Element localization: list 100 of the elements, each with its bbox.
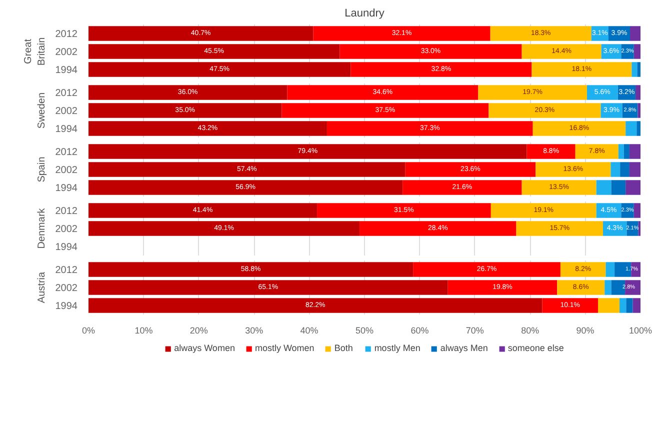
bar xyxy=(626,298,633,313)
bar xyxy=(604,280,612,295)
bar xyxy=(88,203,318,218)
x-tick-label: 20% xyxy=(190,326,208,336)
bar xyxy=(88,280,448,295)
legend-label: mostly Men xyxy=(374,343,420,353)
bar xyxy=(606,262,615,277)
y-tick-label: 1994 xyxy=(55,183,78,194)
x-tick-label: 90% xyxy=(576,326,594,336)
x-tick-label: 70% xyxy=(466,326,484,336)
bar xyxy=(360,221,516,236)
y-tick-label: 2012 xyxy=(55,88,78,99)
bar xyxy=(632,62,638,77)
y-axis-title: Austria xyxy=(36,272,48,304)
legend-label: always Women xyxy=(174,343,235,353)
x-tick-label: 60% xyxy=(410,326,429,336)
bar xyxy=(532,121,626,136)
bar xyxy=(490,26,592,41)
bar xyxy=(88,103,282,118)
y-tick-label: 2002 xyxy=(55,106,78,117)
bar xyxy=(88,121,327,136)
legend-label: always Men xyxy=(440,343,488,353)
bar xyxy=(402,180,522,195)
bar xyxy=(620,298,626,313)
bar xyxy=(634,44,640,59)
bar xyxy=(478,85,587,100)
x-tick-label: 0% xyxy=(82,326,96,336)
y-axis-title: Denmark xyxy=(36,207,48,249)
legend-label: mostly Women xyxy=(254,343,314,353)
bar xyxy=(636,121,640,136)
bar xyxy=(542,298,598,313)
y-axis-title: Sweden xyxy=(36,92,48,129)
x-tick-label: 10% xyxy=(134,326,153,336)
bar xyxy=(629,162,640,177)
bar xyxy=(557,280,605,295)
bar xyxy=(88,26,314,41)
bar xyxy=(596,180,612,195)
bar xyxy=(88,262,414,277)
bar xyxy=(630,26,640,41)
bar xyxy=(326,121,533,136)
bar xyxy=(405,162,536,177)
bar xyxy=(560,262,606,277)
bar xyxy=(282,103,489,118)
y-tick-label: 2002 xyxy=(55,165,78,176)
bar xyxy=(88,162,406,177)
bar xyxy=(586,85,618,100)
y-tick-label: 1994 xyxy=(55,301,78,312)
bar xyxy=(620,162,630,177)
bar xyxy=(629,144,640,159)
bar xyxy=(88,85,288,100)
x-tick-label: 50% xyxy=(355,326,374,336)
bar xyxy=(350,62,532,77)
y-tick-label: 2002 xyxy=(55,47,78,58)
bar xyxy=(516,221,603,236)
x-tick-label: 30% xyxy=(245,326,264,336)
y-tick-label: 2012 xyxy=(55,206,78,217)
y-axis-title: Spain xyxy=(36,156,48,182)
bar xyxy=(413,262,560,277)
y-tick-label: 1994 xyxy=(55,124,78,135)
bar xyxy=(575,144,618,159)
bar xyxy=(632,298,640,313)
bar xyxy=(88,44,340,59)
bar xyxy=(88,298,542,313)
bar xyxy=(618,144,624,159)
bar xyxy=(88,221,360,236)
y-tick-label: 2002 xyxy=(55,283,78,294)
y-tick-label: 2012 xyxy=(55,29,78,40)
bar xyxy=(610,162,620,177)
bar xyxy=(532,62,632,77)
bar xyxy=(598,298,620,313)
bar xyxy=(611,180,626,195)
chart-title: Laundry xyxy=(344,8,385,20)
bar xyxy=(626,121,637,136)
legend-label: someone else xyxy=(508,343,564,353)
bar xyxy=(638,103,640,118)
bar xyxy=(313,26,490,41)
x-tick-label: 40% xyxy=(300,326,318,336)
x-tick-label: 100% xyxy=(628,326,652,336)
bar xyxy=(526,144,576,159)
bar xyxy=(634,203,640,218)
bar xyxy=(88,62,351,77)
bar xyxy=(536,162,611,177)
y-tick-label: 2002 xyxy=(55,224,78,235)
bar xyxy=(340,44,522,59)
bar xyxy=(522,180,596,195)
y-tick-label: 1994 xyxy=(55,65,78,76)
y-tick-label: 2012 xyxy=(55,265,78,276)
bar xyxy=(624,144,630,159)
x-tick-label: 80% xyxy=(521,326,540,336)
bar xyxy=(522,44,602,59)
bar xyxy=(626,180,640,195)
bar xyxy=(88,144,527,159)
y-tick-label: 1994 xyxy=(55,242,78,253)
bar xyxy=(488,103,601,118)
bar xyxy=(448,280,558,295)
bar xyxy=(636,85,640,100)
y-axis-title: Great Britain xyxy=(23,37,48,66)
legend-label: Both xyxy=(334,343,354,353)
y-tick-label: 2012 xyxy=(55,147,78,158)
bar xyxy=(490,203,596,218)
